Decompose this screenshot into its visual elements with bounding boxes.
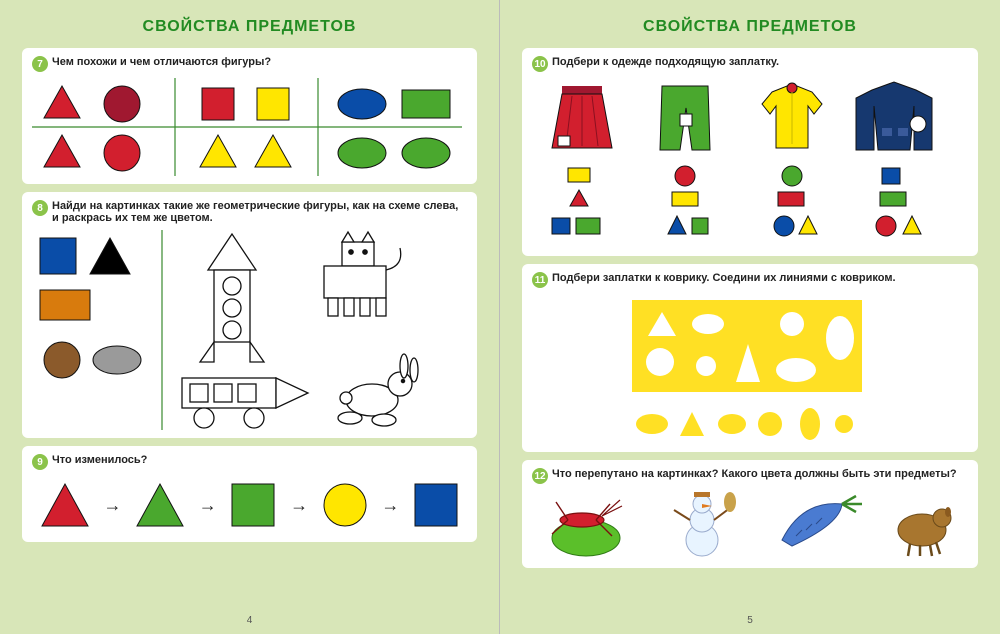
page-title-left: СВОЙСТВА ПРЕДМЕТОВ [22, 18, 477, 36]
clothing-jacket [856, 82, 932, 150]
qnum-12: 12 [532, 468, 548, 484]
clothing-pants [660, 86, 710, 150]
qtext-9: Что изменилось? [52, 454, 147, 466]
question-9: 9 Что изменилось? [32, 454, 467, 470]
q11-rug [532, 294, 962, 444]
qnum-11: 11 [532, 272, 548, 288]
card-q10: 10 Подбери к одежде подходящую заплатку. [522, 48, 978, 256]
seq-shape-2 [133, 480, 187, 530]
card-q11: 11 Подбери заплатки к коврику. Соедини и… [522, 264, 978, 452]
page-right: СВОЙСТВА ПРЕДМЕТОВ 10 Подбери к одежде п… [500, 0, 1000, 634]
qtext-12: Что перепутано на картинках? Какого цвет… [552, 468, 957, 480]
card-q12: 12 Что перепутано на картинках? Какого ц… [522, 460, 978, 568]
question-12: 12 Что перепутано на картинках? Какого ц… [532, 468, 968, 484]
card-q7: 7 Чем похожи и чем отличаются фигуры? [22, 48, 477, 184]
q12-items [532, 490, 962, 560]
qnum-8: 8 [32, 200, 48, 216]
question-8: 8 Найди на картинках такие же геометриче… [32, 200, 467, 224]
arrow-icon: → [290, 495, 308, 516]
qnum-7: 7 [32, 56, 48, 72]
qtext-11: Подбери заплатки к коврику. Соедини их л… [552, 272, 896, 284]
page-title-right: СВОЙСТВА ПРЕДМЕТОВ [522, 18, 978, 36]
clothing-skirt [552, 86, 612, 148]
seq-shape-5 [411, 480, 461, 530]
card-q8: 8 Найди на картинках такие же геометриче… [22, 192, 477, 438]
question-11: 11 Подбери заплатки к коврику. Соедини и… [532, 272, 968, 288]
arrow-icon: → [103, 495, 121, 516]
arrow-icon: → [199, 495, 217, 516]
q9-sequence: → → → → [32, 476, 467, 534]
qnum-10: 10 [532, 56, 548, 72]
clothing-shirt [762, 83, 822, 148]
q7-grid [32, 78, 462, 176]
q8-diagram [32, 230, 462, 430]
qtext-8: Найди на картинках такие же геометрическ… [52, 200, 467, 224]
question-7: 7 Чем похожи и чем отличаются фигуры? [32, 56, 467, 72]
qtext-10: Подбери к одежде подходящую заплатку. [552, 56, 779, 68]
pagenum-left: 4 [247, 615, 253, 626]
q10-clothes [532, 78, 962, 248]
qnum-9: 9 [32, 454, 48, 470]
pagenum-right: 5 [747, 615, 753, 626]
seq-shape-3 [228, 480, 278, 530]
qtext-7: Чем похожи и чем отличаются фигуры? [52, 56, 271, 68]
card-q9: 9 Что изменилось? → → → → [22, 446, 477, 542]
seq-shape-4 [320, 480, 370, 530]
question-10: 10 Подбери к одежде подходящую заплатку. [532, 56, 968, 72]
arrow-icon: → [381, 495, 399, 516]
page-left: СВОЙСТВА ПРЕДМЕТОВ 7 Чем похожи и чем от… [0, 0, 500, 634]
seq-shape-1 [38, 480, 92, 530]
